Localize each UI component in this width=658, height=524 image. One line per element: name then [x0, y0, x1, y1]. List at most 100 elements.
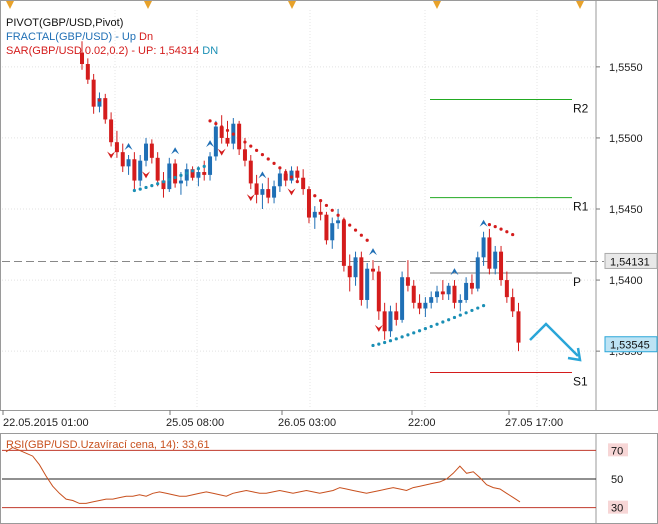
candle-body — [359, 257, 364, 300]
sar-dot — [371, 343, 375, 348]
candle-body — [376, 271, 381, 312]
fractal-up-icon — [206, 140, 215, 148]
candle-body — [365, 268, 370, 300]
sar-dot — [167, 178, 171, 182]
candle-body — [469, 282, 474, 289]
sar-dot — [377, 342, 381, 346]
rsi-legend: RSI(GBP/USD.Uzavírací cena, 14): 33,61 — [6, 439, 210, 451]
candle-body — [458, 299, 463, 303]
candle-body — [446, 285, 451, 295]
sar-dot — [196, 167, 200, 171]
candle-body — [260, 189, 265, 195]
candle-body — [312, 211, 317, 218]
candle-body — [400, 277, 405, 320]
sar-dot — [330, 208, 334, 212]
fractal-down-icon — [246, 194, 255, 202]
fractal-legend-label: FRACTAL(GBP/USD) - — [6, 31, 119, 43]
sar-dot — [394, 337, 398, 341]
fractal-down-icon — [287, 188, 296, 196]
fractal-legend: FRACTAL(GBP/USD) - Up Dn — [6, 30, 218, 44]
price-axis: 1,55501,55001,54501,54001,53501,541311,5… — [596, 62, 658, 358]
candle-body — [493, 251, 498, 269]
candle-body — [341, 220, 346, 266]
sar-dot — [179, 173, 183, 177]
parabolic-sar-series — [92, 90, 515, 348]
sar-dot — [249, 144, 253, 148]
dashed-level-tag — [604, 252, 658, 269]
candle-body — [196, 172, 201, 178]
sar-dot — [423, 327, 427, 331]
candle-body — [80, 52, 84, 65]
candle-body — [277, 173, 282, 187]
candle-body — [132, 159, 137, 181]
sar-dot — [452, 315, 457, 320]
rsi-level-tag — [608, 472, 628, 485]
sar-dot — [417, 329, 422, 333]
candle-body — [411, 285, 416, 303]
sar-dot — [237, 136, 241, 140]
candle-body — [202, 172, 207, 175]
candle-body — [283, 173, 288, 181]
candle-body — [155, 157, 160, 181]
sar-dot — [225, 128, 230, 133]
sar-dot — [313, 194, 317, 198]
fractal-down-icon — [217, 148, 226, 156]
dashed-level-label: 1,54131 — [610, 256, 650, 268]
candle-body — [213, 126, 218, 157]
candle-body — [388, 311, 393, 332]
candle-body — [149, 143, 154, 158]
candle-body — [516, 311, 521, 343]
candle-body — [481, 237, 486, 258]
pivot-levels: R2 R1 P S1 — [2, 99, 604, 388]
sar-dot — [150, 184, 154, 188]
session-marker-icon — [288, 1, 296, 9]
sar-dot — [476, 306, 480, 310]
forecast-arrowhead-icon — [567, 347, 582, 362]
fractal-up-label: Up — [121, 31, 136, 43]
sar-dot — [441, 320, 445, 324]
sar-dot — [243, 140, 247, 144]
candle-body — [371, 268, 375, 272]
candle-body — [336, 220, 341, 224]
sar-dot — [319, 198, 323, 203]
time-tick-label: 26.05 03:00 — [278, 417, 336, 429]
candle-body — [353, 257, 358, 278]
candle-body — [394, 311, 399, 320]
sar-dot — [487, 223, 491, 227]
session-marker-icon — [576, 1, 584, 9]
candle-body — [126, 159, 131, 167]
time-tick-label: 22:00 — [408, 417, 436, 429]
candle-body — [306, 189, 311, 218]
pivot-label-r2: R2 — [573, 102, 589, 116]
sar-dot — [220, 125, 224, 129]
sar-dot — [284, 170, 288, 174]
sar-dot — [272, 161, 276, 165]
session-marker-icon — [6, 1, 14, 9]
candle-body — [178, 180, 183, 184]
candle-body — [272, 186, 277, 198]
fractal-up-icon — [369, 248, 377, 256]
fractal-markers — [107, 140, 488, 332]
sar-dot — [435, 322, 439, 326]
candle-body — [85, 64, 90, 80]
candle-body — [452, 285, 457, 303]
candle-body — [440, 291, 445, 295]
sar-dot — [190, 169, 195, 173]
sar-dot — [481, 304, 486, 308]
forecast-arrow-line — [529, 322, 579, 357]
fractal-down-icon — [374, 324, 383, 332]
fractal-up-icon — [450, 268, 459, 276]
fractal-up-icon — [258, 171, 267, 179]
sar-dot — [400, 335, 404, 339]
sar-dot — [301, 184, 305, 188]
sar-dot — [505, 230, 509, 234]
pivot-label-s1: S1 — [573, 374, 588, 388]
fractal-up-icon — [124, 142, 133, 150]
candle-body — [190, 169, 195, 178]
current-price-label: 1,53545 — [610, 340, 650, 352]
sar-dot — [156, 182, 160, 186]
rsi-level-tag — [608, 500, 628, 514]
sar-legend: SAR(GBP/USD,0.02,0.2) - UP: 1,54314 DN — [6, 44, 218, 58]
sar-dot — [208, 119, 212, 123]
